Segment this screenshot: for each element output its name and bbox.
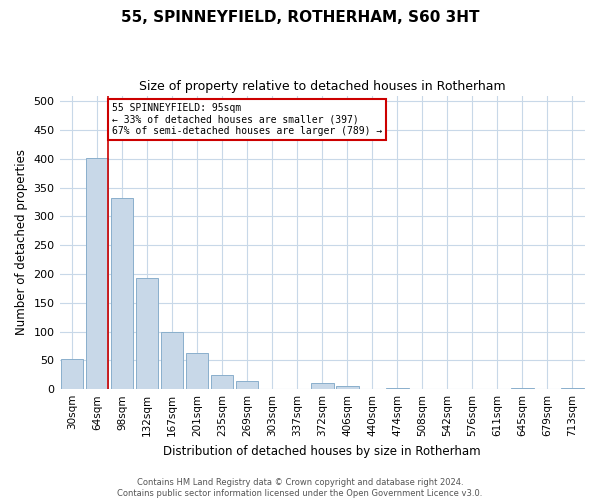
Bar bbox=[136, 278, 158, 389]
Y-axis label: Number of detached properties: Number of detached properties bbox=[15, 150, 28, 336]
Bar bbox=[311, 384, 334, 389]
Bar bbox=[236, 380, 259, 389]
Bar bbox=[111, 198, 133, 389]
Text: 55, SPINNEYFIELD, ROTHERHAM, S60 3HT: 55, SPINNEYFIELD, ROTHERHAM, S60 3HT bbox=[121, 10, 479, 25]
Bar bbox=[336, 386, 359, 389]
Bar bbox=[211, 375, 233, 389]
X-axis label: Distribution of detached houses by size in Rotherham: Distribution of detached houses by size … bbox=[163, 444, 481, 458]
Title: Size of property relative to detached houses in Rotherham: Size of property relative to detached ho… bbox=[139, 80, 506, 93]
Bar bbox=[186, 353, 208, 389]
Text: Contains HM Land Registry data © Crown copyright and database right 2024.
Contai: Contains HM Land Registry data © Crown c… bbox=[118, 478, 482, 498]
Bar bbox=[86, 158, 109, 389]
Bar bbox=[386, 388, 409, 389]
Bar bbox=[561, 388, 584, 389]
Bar bbox=[511, 388, 534, 389]
Bar bbox=[161, 332, 184, 389]
Text: 55 SPINNEYFIELD: 95sqm
← 33% of detached houses are smaller (397)
67% of semi-de: 55 SPINNEYFIELD: 95sqm ← 33% of detached… bbox=[112, 103, 382, 136]
Bar bbox=[61, 358, 83, 389]
